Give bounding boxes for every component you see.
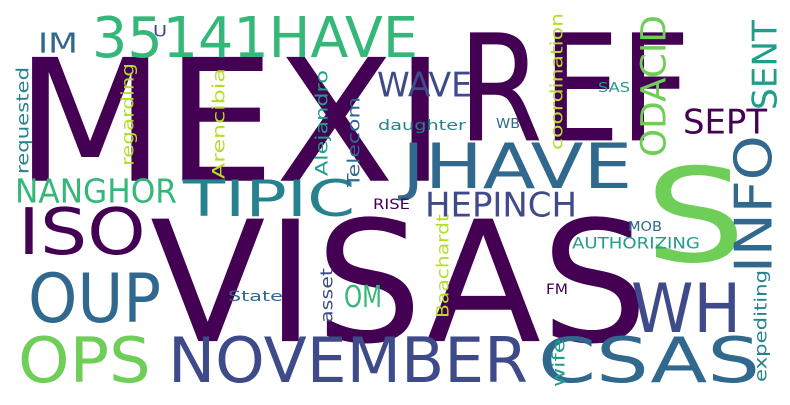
word-mexi: MEXI [15,22,446,222]
word-wife: wife [548,338,569,387]
word-35141have: 35141HAVE [92,4,418,71]
word-expediting: expediting [750,269,771,382]
word-fm: FM [546,280,568,298]
word-jhave: JHAVE [402,130,633,203]
word-visas: VISAS [150,184,649,382]
word-wb: WB [496,115,521,132]
word-sas: SAS [598,79,631,96]
word-nanghor: NANGHOR [15,172,177,211]
word-mob: MOB [628,218,662,235]
word-state: State [228,287,283,305]
word-oup: OUP [28,258,162,339]
word-telecom: Telecom [343,97,364,187]
word-tipic: TIPIC [183,169,356,228]
word-wh: WH [631,268,742,349]
word-im: IM [38,26,78,60]
word-november: NOVEMBER [168,324,528,397]
word-asset: asset [316,267,337,323]
word-ops: OPS [18,324,151,397]
word-regarding: regarding [117,63,138,166]
word-info: INFO [723,135,785,273]
word-iso: ISO [18,194,146,270]
word-csas: CSAS [538,324,761,397]
word-hepinch: HEPINCH [425,184,577,225]
word-daughter: daughter [378,116,466,134]
word-alejandro: Alejandro [311,70,332,176]
word-odacid: ODACID [632,15,674,158]
word-wave: WAVE [377,64,473,105]
word-arencibia: Arencibia [208,68,229,179]
word-authorizing: AUTHORIZING [572,233,700,253]
word-coordination: coordination [546,12,567,151]
word-om: OM [344,279,382,315]
word-baachardt: Baachardt [432,214,453,318]
word-sept: SEPT [683,101,768,142]
word-u: U [153,21,168,41]
word-ref: REF [458,2,691,176]
word-rise: RISE [373,195,410,213]
word-sent: SENT [744,20,785,110]
word-s: S [645,140,746,293]
word-requested: requested [12,66,33,174]
